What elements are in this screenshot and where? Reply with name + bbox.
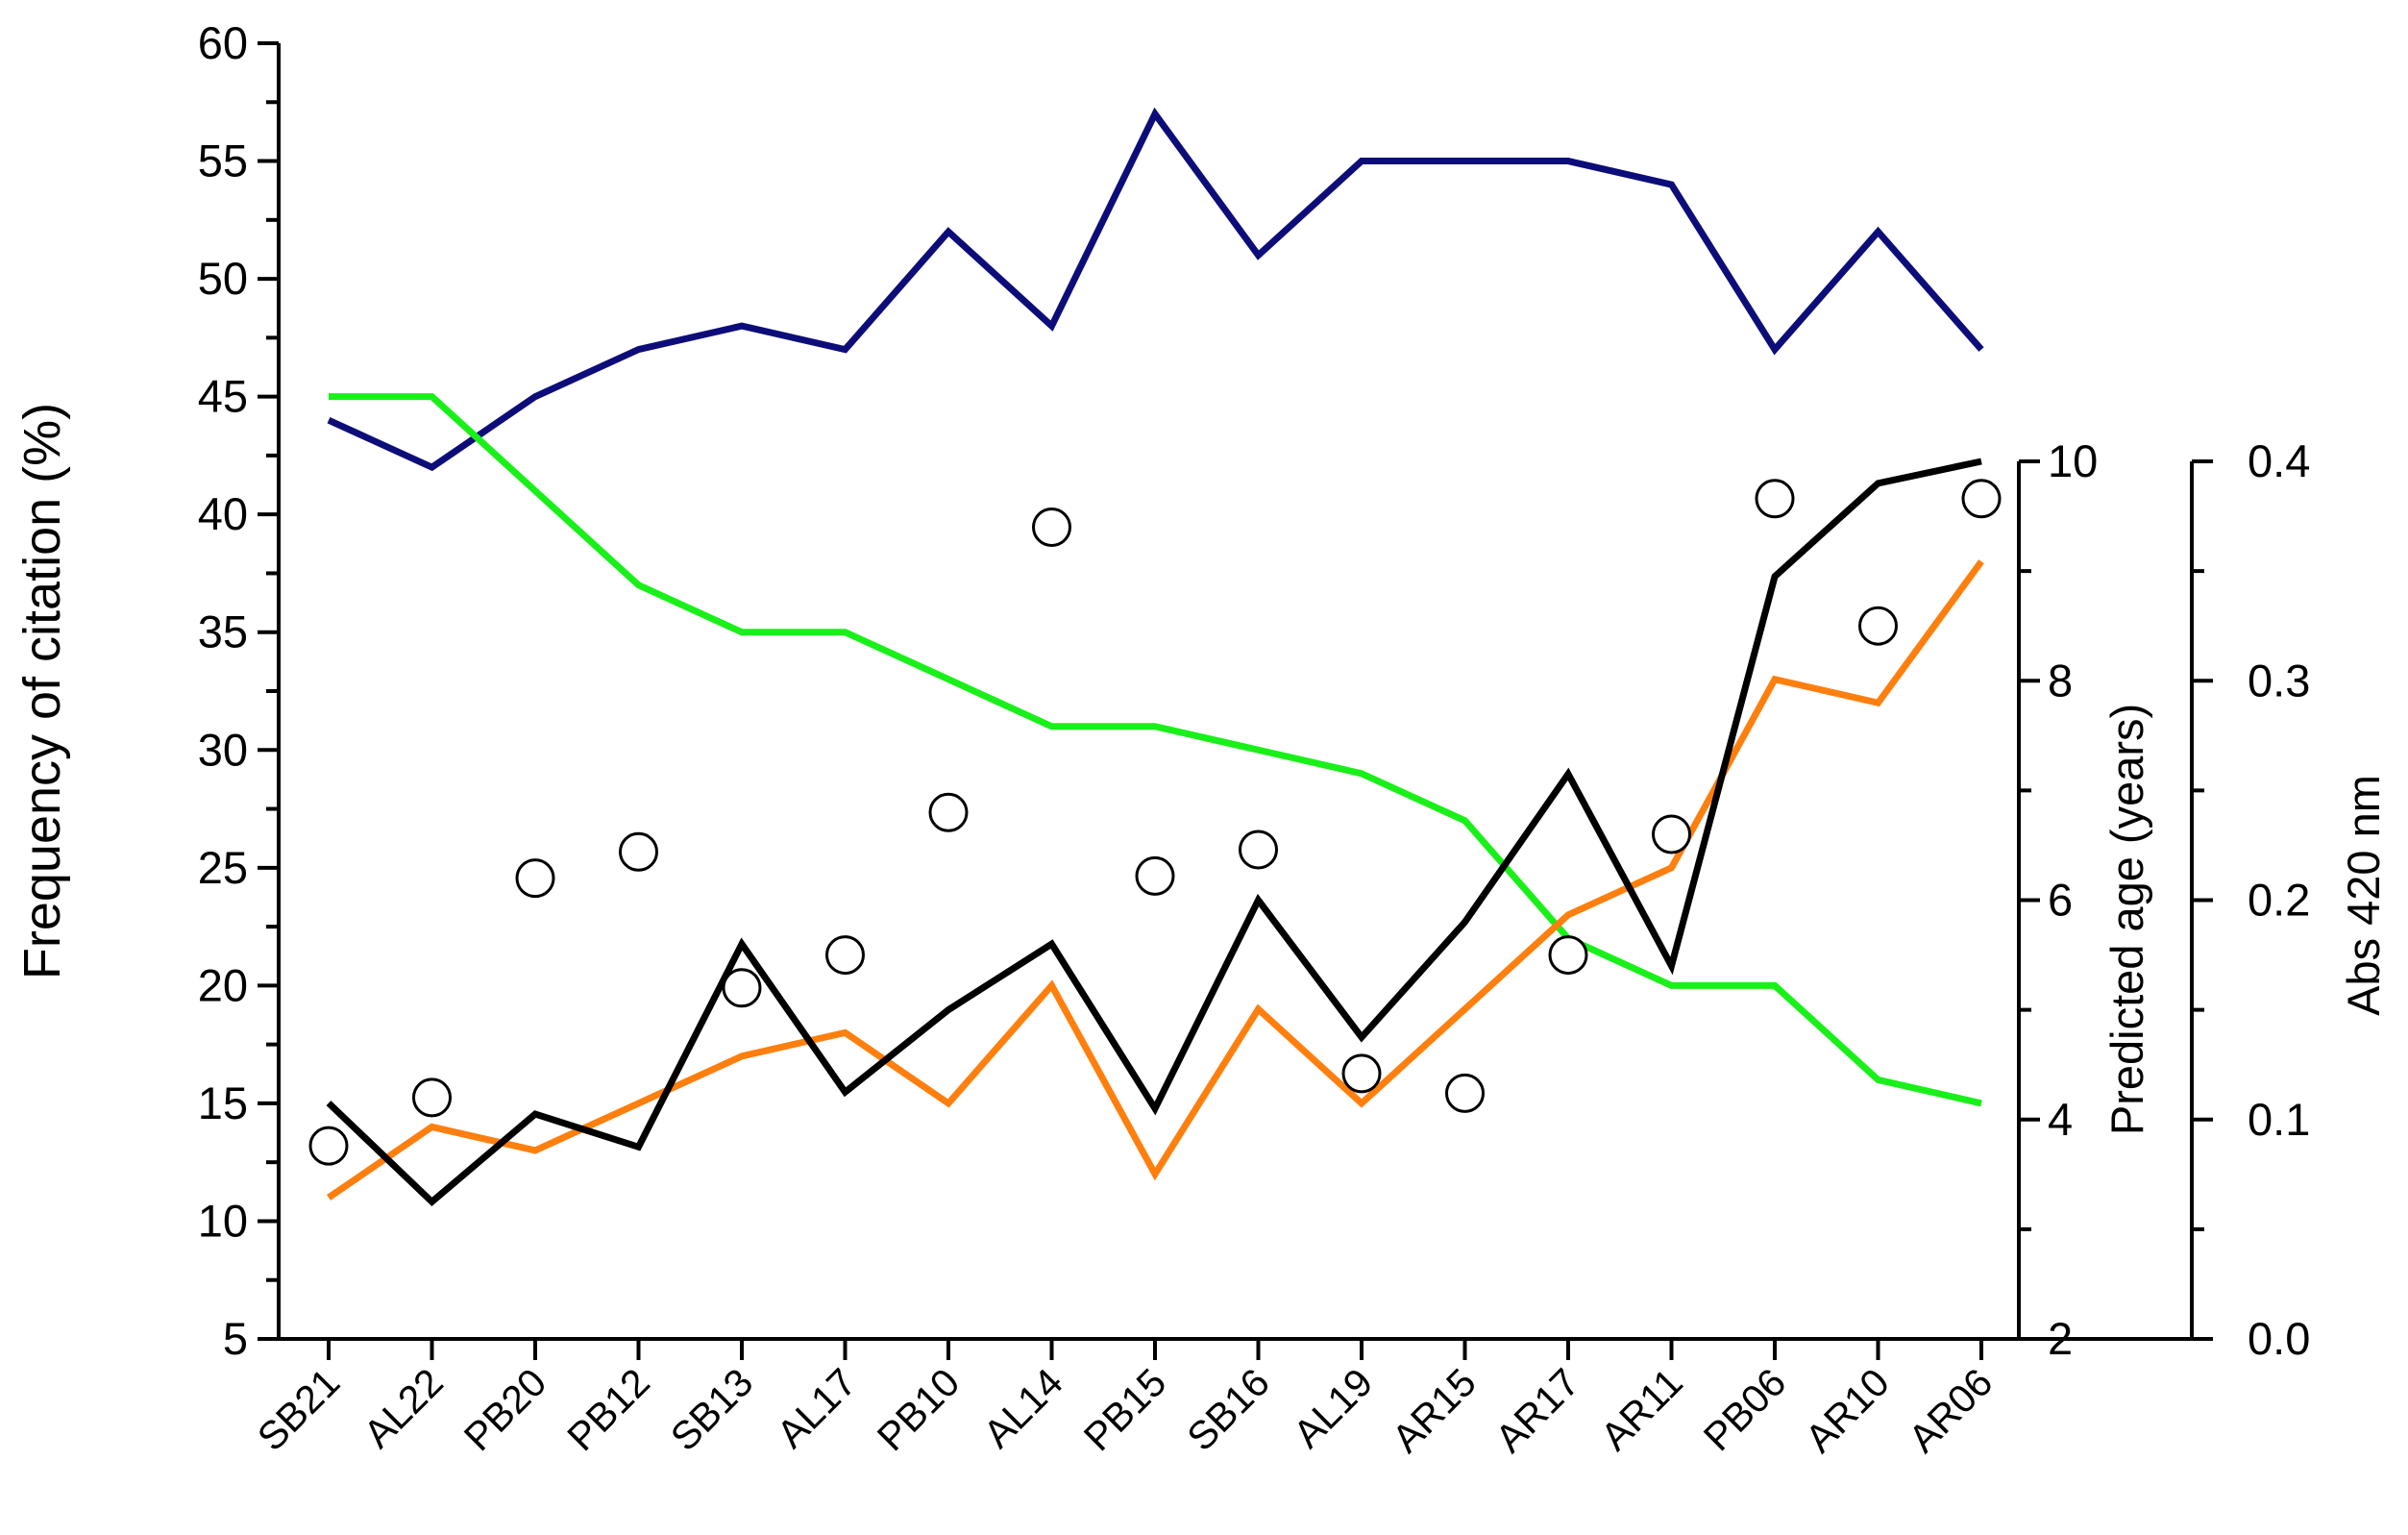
y-left-tick-label: 35 [198,607,248,657]
x-category-label: PB15 [1075,1360,1174,1459]
y-right1-tick-label: 6 [2048,875,2073,926]
y-right1-axis-title: Predicted age (years) [2101,704,2152,1135]
y-left-tick-label: 50 [198,253,248,304]
y-left-tick-label: 20 [198,959,248,1010]
x-category-label: SB21 [249,1360,348,1459]
x-category-label: SB16 [1178,1360,1277,1459]
x-category-label: AR10 [1797,1360,1898,1461]
x-category-label: AL14 [975,1360,1071,1456]
y-right2-tick-label: 0.3 [2248,655,2310,706]
y-right2-tick-label: 0.1 [2248,1094,2310,1145]
y-right2-tick-label: 0.2 [2248,875,2310,926]
x-category-label: SB13 [662,1360,761,1459]
series-marker-point [412,1077,452,1118]
x-category-label: AL17 [769,1360,865,1456]
y-left-tick-label: 30 [198,724,248,775]
series-marker-point [1652,814,1691,854]
y-left-tick-label: 5 [223,1313,248,1364]
series-marker-point [722,968,762,1008]
series-line-2 [327,559,1984,1201]
y-left-tick-label: 10 [198,1195,248,1246]
series-marker-point [1341,1053,1382,1094]
y-right1-tick-label: 10 [2048,435,2098,486]
x-category-label: AR17 [1487,1360,1587,1461]
axes-layer [258,41,2213,1360]
y-right1-tick-label: 2 [2048,1313,2073,1364]
x-category-label: AL19 [1285,1360,1381,1456]
y-right1-tick-label: 8 [2048,655,2073,706]
y-right2-tick-label: 0.4 [2248,435,2310,486]
series-line-0 [327,107,1984,472]
y-left-tick-label: 40 [198,488,248,539]
y-left-tick-label: 55 [198,136,248,186]
x-category-label: PB06 [1695,1360,1794,1459]
series-marker-point [1445,1073,1485,1113]
series-marker-point [619,831,658,872]
series-marker-point [308,1126,349,1166]
y-left-tick-label: 15 [198,1077,248,1128]
x-category-label: AR11 [1592,1360,1691,1459]
series-marker-point [515,858,555,899]
x-category-label: AR15 [1384,1360,1485,1461]
series-marker-point [1032,507,1071,547]
series-layer [308,107,2002,1207]
x-category-label: AL22 [356,1360,452,1456]
x-category-label: PB10 [869,1360,968,1459]
series-marker-point [928,792,969,832]
y-left-tick-label: 25 [198,842,248,893]
y-right1-tick-label: 4 [2048,1094,2073,1145]
y-right2-axis-title: Abs 420 nm [2338,775,2389,1016]
y-left-tick-label: 60 [198,17,248,68]
y-left-axis-title: Frequency of citation (%) [13,403,71,979]
series-line-3 [326,458,1982,1207]
series-marker-point [1239,829,1278,870]
series-marker-point [1858,606,1898,646]
series-marker-point [1135,855,1175,896]
x-category-label: PB20 [455,1360,554,1459]
x-category-label: AR06 [1900,1360,2001,1461]
series-marker-point [1961,479,2002,519]
series-marker-point [825,935,865,976]
series-line-1 [329,393,1982,1107]
y-right2-tick-label: 0.0 [2248,1313,2310,1364]
y-left-tick-label: 45 [198,371,248,422]
series-marker-point [1548,935,1588,976]
x-category-label: PB12 [558,1360,657,1459]
series-marker-point [1755,479,1795,519]
